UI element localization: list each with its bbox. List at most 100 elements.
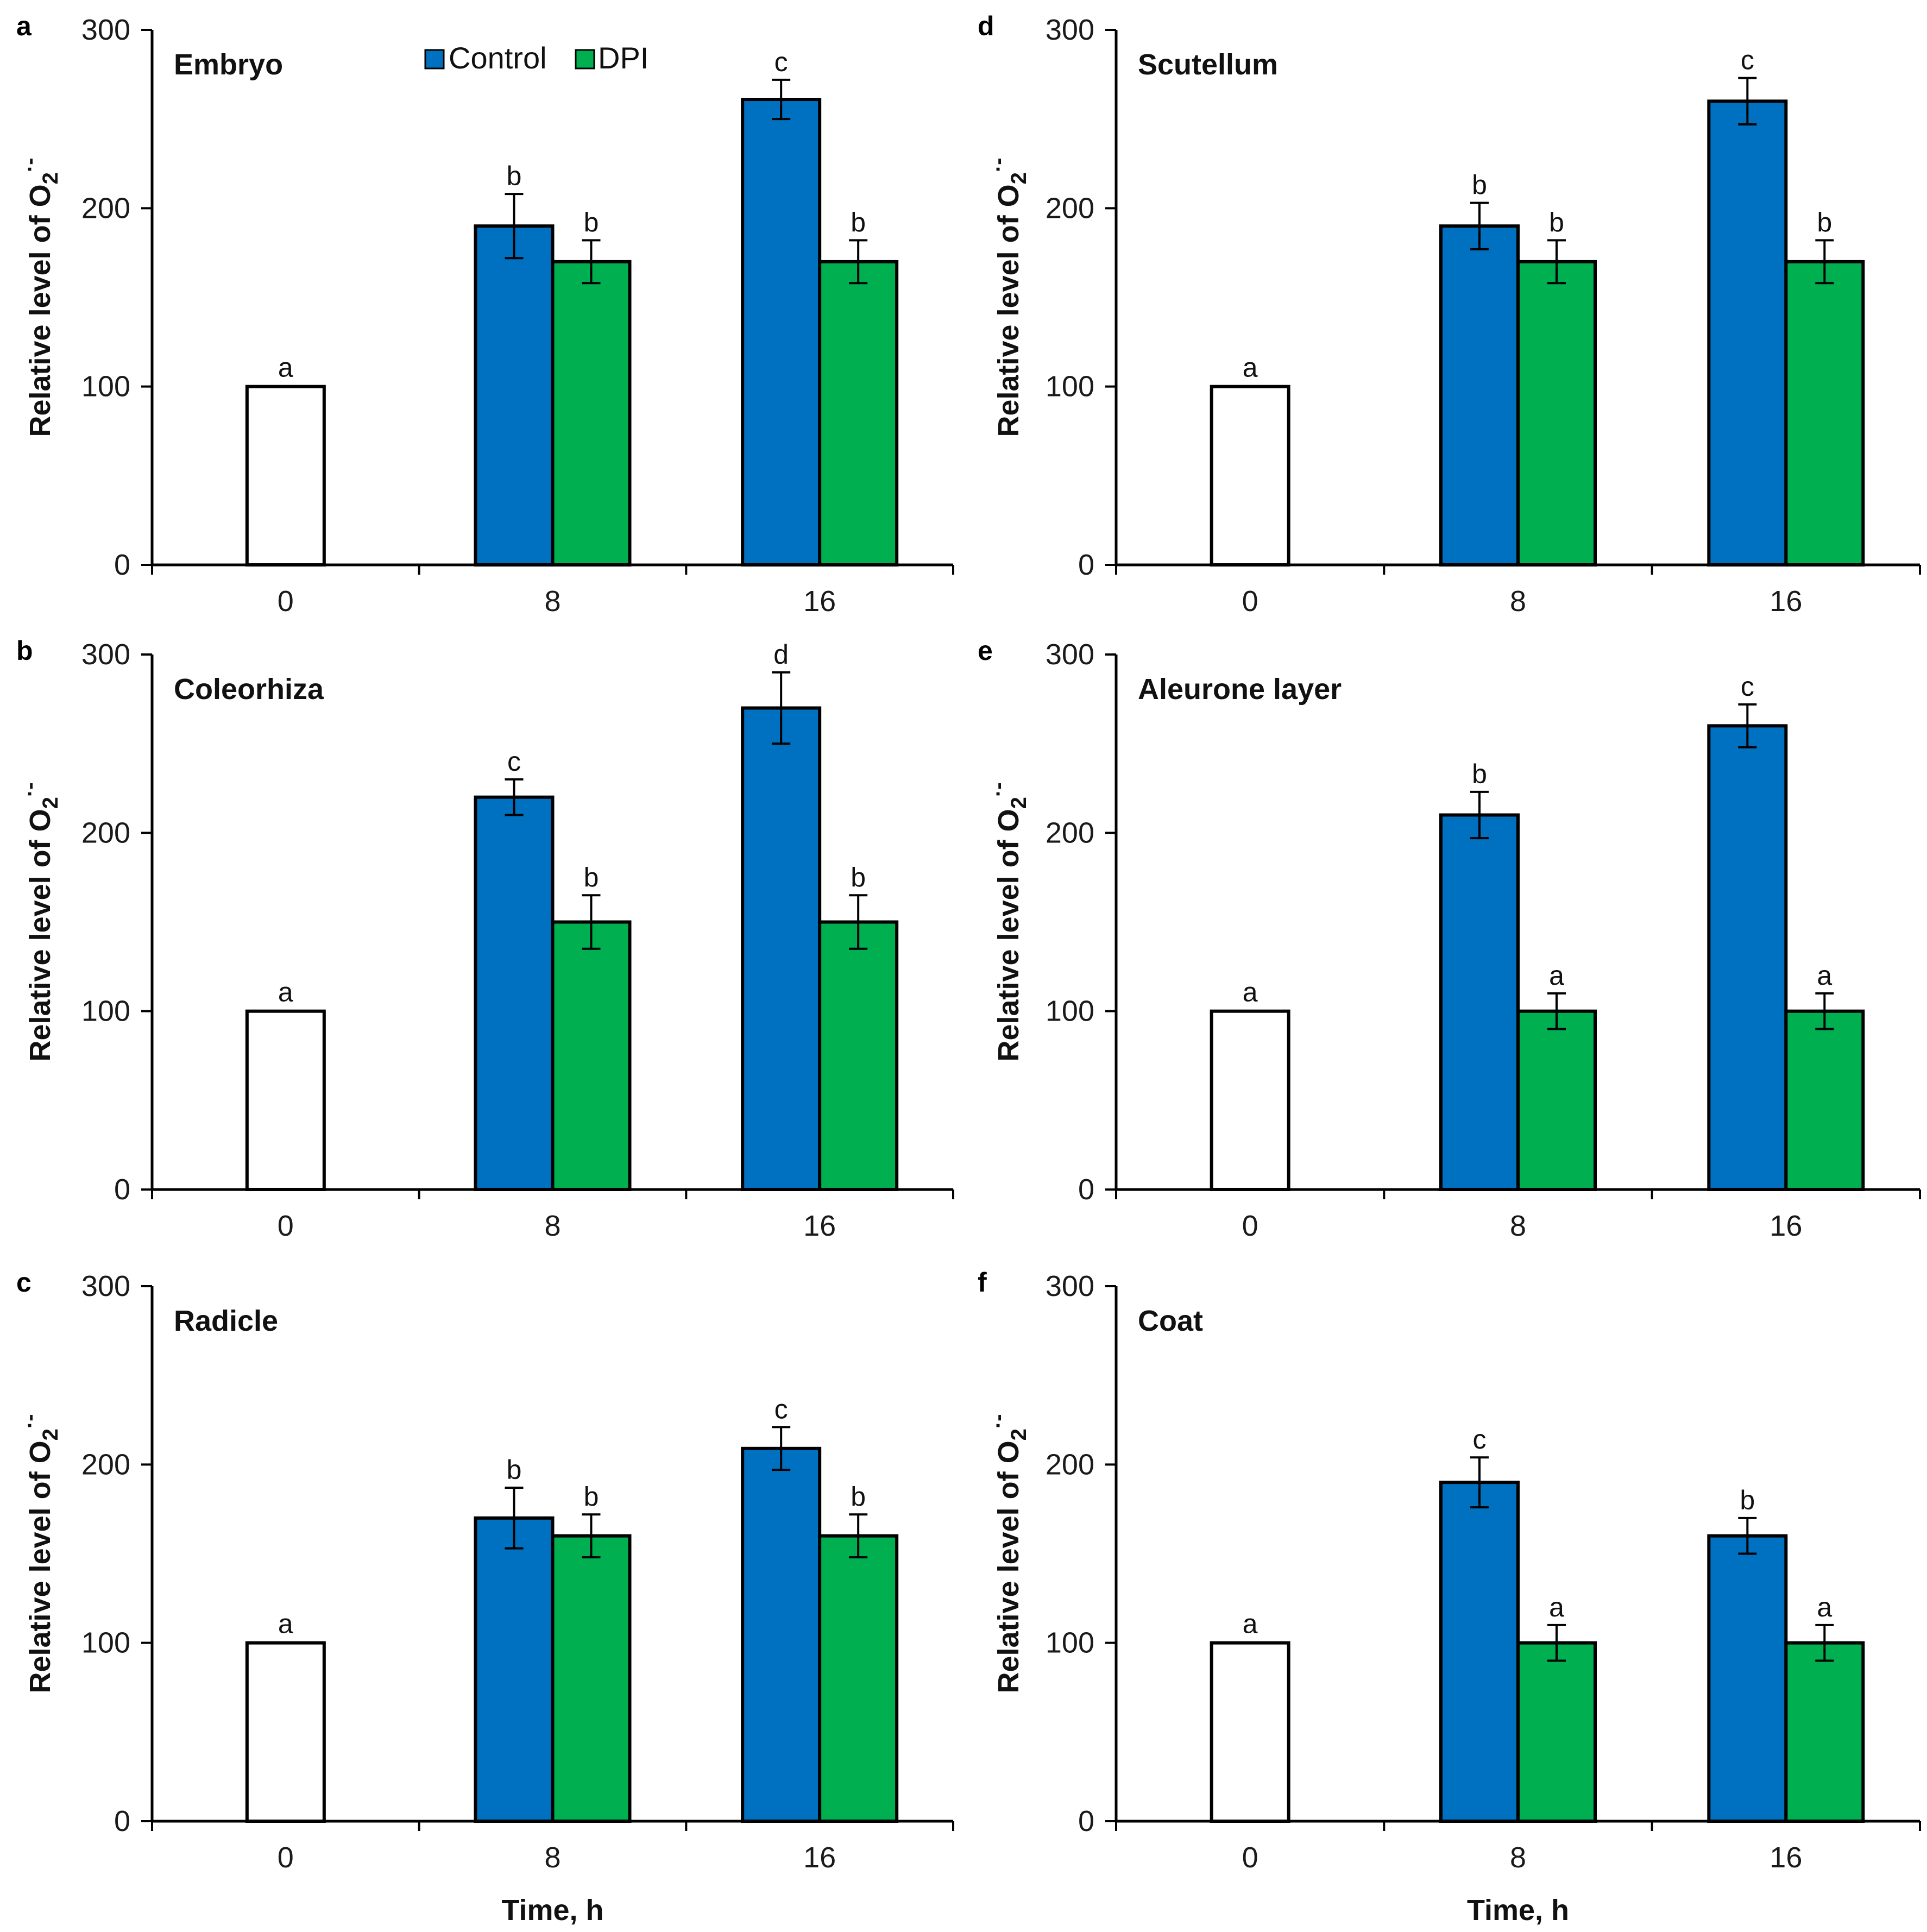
x-tick-label: 8 xyxy=(544,1841,561,1874)
sig-label: c xyxy=(1473,1424,1487,1455)
sig-label: b xyxy=(584,207,599,237)
y-axis-label: Relative level of O2·- xyxy=(986,1414,1031,1693)
sig-label: c xyxy=(774,47,788,77)
y-axis-label-main: Relative level of O xyxy=(992,1440,1025,1693)
x-tick-label: 0 xyxy=(278,585,294,618)
x-tick-label: 8 xyxy=(544,1210,561,1242)
y-axis-label-main: Relative level of O xyxy=(992,809,1025,1061)
y-tick-label: 300 xyxy=(81,638,130,671)
y-tick-label: 100 xyxy=(1046,995,1094,1028)
panel-title: Embryo xyxy=(174,48,283,81)
panel-d: d Scutellum 0 100 200 300 0 8 16 Relative level o… xyxy=(978,11,1921,618)
sig-label: a xyxy=(278,353,293,383)
y-tick-label: 300 xyxy=(1046,1270,1094,1302)
sig-label: c xyxy=(1741,671,1754,702)
sig-label: a xyxy=(1243,1609,1258,1639)
sig-label: b xyxy=(1472,169,1487,200)
y-tick-label: 200 xyxy=(1046,192,1094,224)
bar-dpi xyxy=(551,920,632,1191)
bar-baseline xyxy=(1210,1641,1290,1823)
x-tick-label: 16 xyxy=(1769,585,1802,618)
panel-letter: b xyxy=(16,635,33,666)
y-tick-label: 0 xyxy=(114,1173,130,1206)
sig-label: b xyxy=(584,1481,599,1512)
x-tick-label: 16 xyxy=(1769,1210,1802,1242)
bar-control xyxy=(1439,224,1520,567)
y-axis-label-main: Relative level of O xyxy=(992,184,1025,437)
y-axis-label-sub: 2 xyxy=(1007,172,1031,184)
sig-label: b xyxy=(851,862,866,892)
bar-dpi xyxy=(551,1534,632,1823)
y-axis-label-sup: ·- xyxy=(18,1414,42,1428)
y-axis-label-sub: 2 xyxy=(1007,1428,1031,1440)
sig-label: a xyxy=(1817,960,1832,991)
sig-label: c xyxy=(774,1394,788,1424)
bar-control xyxy=(741,98,822,567)
sig-label: b xyxy=(584,862,599,892)
y-axis-label-sup: ·- xyxy=(18,158,42,172)
sig-label: b xyxy=(1817,207,1832,237)
y-axis-label-sub: 2 xyxy=(39,172,62,184)
y-tick-label: 200 xyxy=(81,192,130,224)
sig-label: a xyxy=(1817,1592,1832,1622)
x-tick-label: 16 xyxy=(803,1841,836,1874)
bar-control xyxy=(741,1446,822,1823)
y-axis-label: Relative level of O2·- xyxy=(18,1414,62,1693)
y-tick-label: 300 xyxy=(81,14,130,46)
bar-dpi xyxy=(1784,260,1865,567)
y-tick-label: 100 xyxy=(1046,370,1094,403)
x-tick-label: 8 xyxy=(1510,585,1526,618)
sig-label: b xyxy=(1472,759,1487,789)
y-axis-label-sup: ·- xyxy=(986,782,1010,797)
y-axis-label-sub: 2 xyxy=(39,1428,62,1440)
x-tick-label: 16 xyxy=(803,1210,836,1242)
sig-label: b xyxy=(1549,207,1564,237)
x-tick-label: 0 xyxy=(278,1841,294,1874)
panel-letter: f xyxy=(978,1267,987,1298)
x-tick-label: 0 xyxy=(278,1210,294,1242)
y-tick-label: 100 xyxy=(81,995,130,1028)
panel-title: Coat xyxy=(1138,1305,1203,1337)
y-tick-label: 0 xyxy=(114,549,130,581)
bar-baseline xyxy=(245,385,326,567)
panel-title: Coleorhiza xyxy=(174,673,324,706)
x-tick-label: 8 xyxy=(1510,1841,1526,1874)
x-tick-label: 0 xyxy=(1242,1841,1258,1874)
panel-letter: c xyxy=(16,1267,32,1298)
bar-control xyxy=(474,224,555,567)
sig-label: b xyxy=(851,207,866,237)
y-axis-label: Relative level of O2·- xyxy=(986,158,1031,437)
sig-label: b xyxy=(507,161,522,191)
panel-letter: a xyxy=(16,11,32,41)
panel-title: Radicle xyxy=(174,1305,278,1337)
y-axis-label-sup: ·- xyxy=(18,782,42,797)
bar-baseline xyxy=(1210,1009,1290,1191)
y-axis-label-main: Relative level of O xyxy=(24,1440,56,1693)
sig-label: a xyxy=(278,1609,293,1639)
y-tick-label: 200 xyxy=(1046,1448,1094,1481)
panel-title: Aleurone layer xyxy=(1138,673,1342,706)
sig-label: a xyxy=(1243,353,1258,383)
y-tick-label: 200 xyxy=(1046,816,1094,849)
y-tick-label: 200 xyxy=(81,816,130,849)
y-axis-label-sup: ·- xyxy=(986,1414,1010,1428)
sig-label: a xyxy=(1549,960,1564,991)
panel-a: a Embryo 0 100 200 300 0 8 16 Relative level of O… xyxy=(16,11,954,618)
y-tick-label: 200 xyxy=(81,1448,130,1481)
y-axis-label: Relative level of O2·- xyxy=(18,158,62,437)
x-tick-label: 0 xyxy=(1242,585,1258,618)
y-axis-label: Relative level of O2·- xyxy=(986,782,1031,1061)
bar-dpi xyxy=(818,1534,899,1823)
panel-e: e Aleurone layer 0 100 200 300 0 8 16 Relative le… xyxy=(978,635,1921,1242)
legend-label-dpi: DPI xyxy=(598,41,648,75)
sig-label: a xyxy=(1549,1592,1564,1622)
bar-dpi xyxy=(551,260,632,567)
y-tick-label: 0 xyxy=(1078,1805,1094,1837)
legend: Control DPI xyxy=(424,41,648,75)
bar-dpi xyxy=(1516,260,1597,567)
y-axis-label-sub: 2 xyxy=(39,797,62,809)
legend-swatch-dpi xyxy=(575,49,595,70)
sig-label: c xyxy=(507,746,521,777)
legend-swatch-control xyxy=(424,49,445,70)
